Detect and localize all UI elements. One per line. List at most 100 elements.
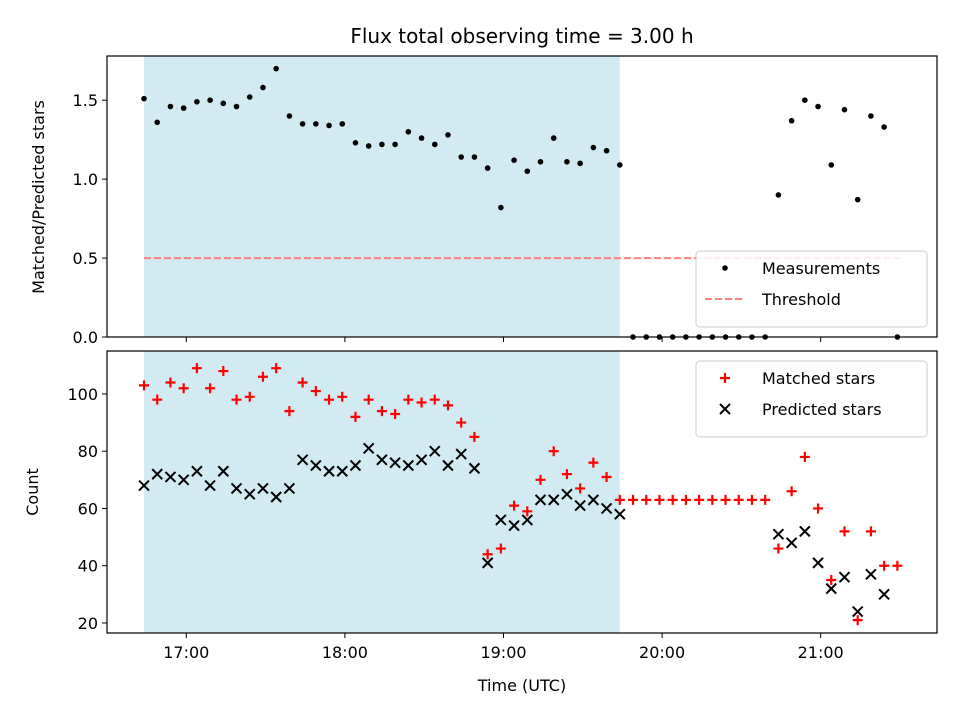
x-axis-label: Time (UTC) bbox=[477, 676, 566, 695]
bottom-y-axis-label: Count bbox=[23, 468, 42, 516]
bottom-point bbox=[429, 445, 441, 457]
top-ytick-label: 0.0 bbox=[73, 328, 98, 347]
bottom-point bbox=[575, 483, 586, 494]
bottom-legend-label: Matched stars bbox=[762, 369, 875, 388]
bottom-xtick-label: 20:00 bbox=[639, 643, 685, 662]
bottom-point bbox=[865, 526, 876, 537]
bottom-point bbox=[641, 494, 652, 505]
top-point bbox=[603, 147, 610, 154]
bottom-point bbox=[574, 499, 586, 512]
bottom-point bbox=[813, 503, 824, 514]
bottom-point bbox=[587, 494, 600, 506]
bottom-point bbox=[376, 454, 388, 466]
bottom-legend-label: Predicted stars bbox=[762, 400, 882, 419]
bottom-point bbox=[271, 363, 282, 374]
bottom-point bbox=[257, 482, 269, 495]
top-point bbox=[392, 141, 398, 148]
top-ytick-label: 1.5 bbox=[73, 91, 98, 110]
bottom-point bbox=[892, 560, 903, 571]
bottom-legend-marker bbox=[719, 403, 731, 415]
bottom-point bbox=[283, 482, 296, 495]
top-point bbox=[207, 97, 213, 104]
bottom-point bbox=[548, 446, 559, 457]
bottom-point bbox=[336, 465, 348, 477]
top-point bbox=[194, 98, 200, 105]
top-point bbox=[286, 113, 293, 119]
bottom-point bbox=[244, 391, 255, 402]
top-point bbox=[511, 157, 517, 163]
top-point bbox=[431, 141, 438, 148]
bottom-point bbox=[707, 494, 718, 505]
top-legend-box bbox=[695, 250, 928, 328]
bottom-point bbox=[694, 494, 705, 505]
top-point bbox=[365, 143, 372, 149]
bottom-legend: Matched stars Predicted stars bbox=[695, 360, 928, 438]
bottom-point bbox=[561, 488, 573, 500]
bottom-point bbox=[310, 459, 322, 472]
bottom-point bbox=[733, 494, 744, 505]
bottom-point bbox=[231, 394, 242, 405]
top-point bbox=[233, 103, 240, 110]
bottom-point bbox=[442, 400, 453, 411]
bottom-point bbox=[786, 486, 797, 497]
top-axes-frame bbox=[106, 55, 938, 338]
bottom-ytick-label: 20 bbox=[78, 614, 98, 633]
bottom-point bbox=[509, 500, 520, 511]
bottom-point bbox=[628, 494, 639, 505]
top-point bbox=[802, 97, 808, 104]
bottom-point bbox=[534, 494, 547, 506]
bottom-point bbox=[270, 491, 282, 503]
bottom-point bbox=[495, 514, 507, 526]
top-ytick-label: 1.0 bbox=[73, 170, 98, 189]
bottom-panel: 20 40 60 80 100 17:00 18:00 19:00 20:00 21:00 Matc… bbox=[67, 350, 938, 662]
bottom-point bbox=[601, 471, 612, 482]
bottom-point bbox=[416, 397, 427, 408]
bottom-ytick-label: 100 bbox=[67, 385, 98, 404]
top-point bbox=[498, 204, 504, 211]
bottom-series-0 bbox=[139, 363, 903, 626]
bottom-point bbox=[178, 383, 189, 394]
bottom-axes-frame bbox=[106, 350, 938, 634]
bottom-point bbox=[390, 408, 401, 419]
top-point bbox=[299, 121, 306, 127]
top-point bbox=[273, 65, 279, 72]
top-point bbox=[220, 100, 227, 107]
bottom-point bbox=[468, 462, 481, 475]
top-point bbox=[484, 165, 491, 171]
top-panel: 0.0 0.5 1.0 1.5 Measurements Threshold bbox=[73, 55, 938, 347]
bottom-point bbox=[152, 394, 163, 405]
bottom-point bbox=[324, 394, 335, 405]
bottom-point bbox=[376, 406, 387, 417]
bottom-ytick-label: 60 bbox=[78, 499, 98, 518]
top-point bbox=[775, 192, 782, 198]
top-point bbox=[617, 162, 623, 168]
bottom-point bbox=[588, 457, 599, 468]
bottom-point bbox=[521, 514, 533, 526]
bottom-point bbox=[415, 454, 428, 466]
bottom-point bbox=[363, 394, 374, 405]
top-point bbox=[379, 141, 385, 148]
bottom-point bbox=[402, 459, 415, 472]
bottom-point bbox=[139, 380, 150, 391]
bottom-point bbox=[191, 465, 203, 477]
top-point bbox=[471, 154, 478, 160]
bottom-point bbox=[284, 406, 295, 417]
top-legend: Measurements Threshold bbox=[695, 250, 928, 328]
top-legend-label: Measurements bbox=[762, 259, 880, 278]
bottom-point bbox=[481, 557, 494, 569]
top-point bbox=[537, 158, 544, 165]
bottom-point bbox=[429, 394, 440, 405]
bottom-point bbox=[720, 494, 731, 505]
top-legend-label: Threshold bbox=[761, 290, 841, 309]
bottom-xtick-label: 19:00 bbox=[480, 643, 526, 662]
bottom-point bbox=[191, 363, 202, 374]
top-ytick-label: 0.5 bbox=[73, 249, 98, 268]
bottom-point bbox=[838, 571, 851, 583]
top-point bbox=[260, 84, 266, 91]
bottom-point bbox=[455, 448, 467, 460]
bottom-point bbox=[614, 494, 625, 505]
bottom-xtick-label: 18:00 bbox=[322, 643, 368, 662]
top-point bbox=[445, 132, 451, 138]
bottom-point bbox=[772, 528, 785, 540]
top-y-axis-label: Matched/Predicted stars bbox=[29, 100, 48, 294]
